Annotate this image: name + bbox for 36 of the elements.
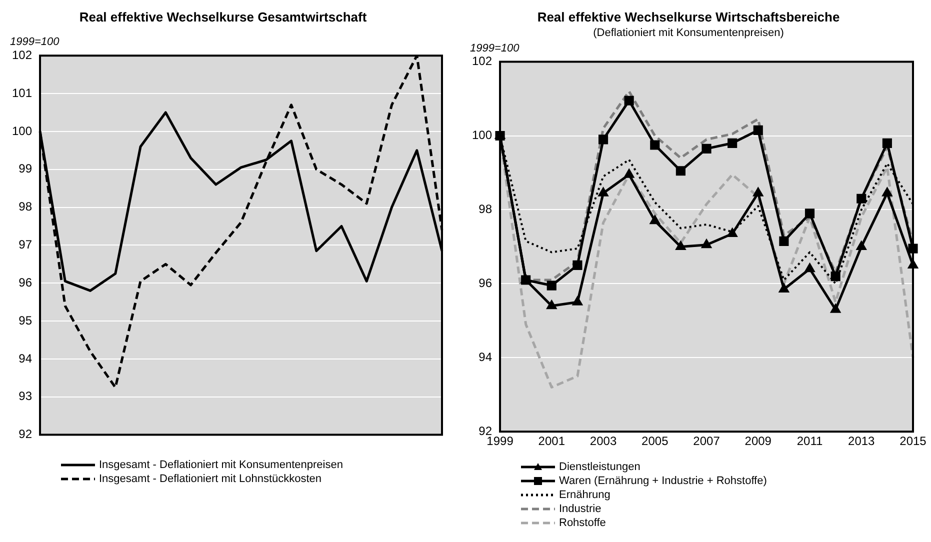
y-tick-label: 99 xyxy=(18,162,32,176)
y-tick-label: 100 xyxy=(12,124,32,138)
y-tick-label: 96 xyxy=(478,276,492,290)
y-tick-label: 98 xyxy=(18,200,32,214)
legend-label: Waren (Ernährung + Industrie + Rohstoffe) xyxy=(559,474,767,488)
x-tick-label: 2007 xyxy=(693,434,720,448)
chart-title: Real effektive Wechselkurse Wirtschaftsbereiche xyxy=(537,9,840,24)
y-tick-label: 94 xyxy=(18,351,32,366)
y-tick-label: 102 xyxy=(12,48,32,62)
y-tick-label: 94 xyxy=(478,350,492,364)
y-axis-title: 1999=100 xyxy=(10,36,60,48)
x-tick-label: 2013 xyxy=(848,434,876,448)
x-tick-label: 2001 xyxy=(538,434,566,448)
y-tick-label: 98 xyxy=(478,202,492,216)
chart-title: Real effektive Wechselkurse Gesamtwirtschaft xyxy=(79,9,368,24)
y-tick-label: 101 xyxy=(12,86,32,100)
legend-label: Rohstoffe xyxy=(559,516,606,530)
legend-label: Insgesamt - Deflationiert mit Lohnstückkosten xyxy=(99,472,322,486)
chart-subtitle: (Deflationiert mit Konsumentenpreisen) xyxy=(593,27,784,40)
y-tick-label: 95 xyxy=(18,313,32,328)
y-tick-label: 93 xyxy=(18,389,32,404)
legend-label: Industrie xyxy=(559,502,602,516)
x-tick-label: 2015 xyxy=(900,434,927,448)
y-tick-label: 102 xyxy=(472,54,492,68)
y-tick-label: 92 xyxy=(18,427,32,442)
x-tick-label: 2003 xyxy=(590,434,617,448)
legend-label: Dienstleistungen xyxy=(559,460,640,474)
y-tick-label: 96 xyxy=(18,275,32,290)
x-tick-label: 2011 xyxy=(796,434,823,448)
legend-label: Ernährung xyxy=(559,488,610,502)
legend-label: Insgesamt - Deflationiert mit Konsumentenpreisen xyxy=(99,458,343,472)
x-tick-label: 2005 xyxy=(642,434,669,448)
y-tick-label: 100 xyxy=(472,128,492,142)
x-tick-label: 2009 xyxy=(744,434,772,448)
y-tick-label: 97 xyxy=(18,238,32,252)
y-axis-title: 1999=100 xyxy=(470,42,520,54)
